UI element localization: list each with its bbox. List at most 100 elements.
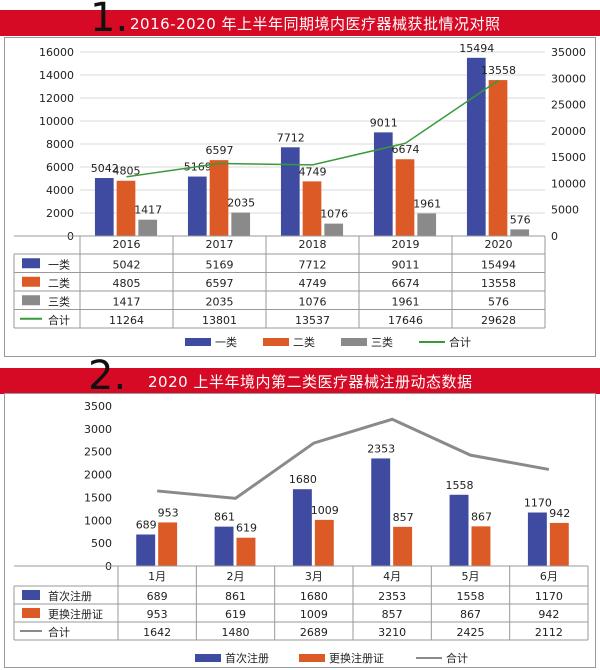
y-tick-label: 2500 [84, 446, 112, 459]
x-tick-label: 6月 [540, 570, 558, 583]
x-tick-label: 5月 [462, 570, 480, 583]
y-tick-label: 3500 [84, 400, 112, 413]
table-cell: 6597 [206, 277, 234, 290]
bar [314, 519, 334, 566]
legend-label: 更换注册证 [329, 651, 384, 665]
bar [527, 512, 547, 566]
x-tick-label: 4月 [383, 570, 401, 583]
data-label: 13558 [481, 64, 516, 77]
y2-tick-label: 5000 [551, 204, 579, 217]
legend-label: 三类 [371, 335, 393, 349]
table-cell: 13558 [481, 277, 516, 290]
data-label: 15494 [459, 42, 494, 55]
table-cell: 2689 [300, 626, 328, 639]
legend-swatch [263, 338, 289, 346]
y-tick-label: 14000 [39, 69, 74, 82]
row-key-swatch [22, 258, 40, 269]
x-tick-label: 2月 [227, 570, 245, 583]
bar [231, 212, 251, 236]
legend-swatch [185, 338, 211, 346]
legend-label: 合计 [446, 651, 468, 665]
bar [488, 80, 508, 236]
legend-swatch [195, 654, 221, 662]
table-cell: 29628 [481, 314, 516, 327]
y-tick-label: 500 [91, 537, 112, 550]
chart-2-svg: 0500100015002000250030003500689861168023… [13, 400, 589, 665]
table-cell: 13801 [202, 314, 237, 327]
bar [280, 147, 300, 236]
data-label: 689 [136, 519, 157, 532]
y-tick-label: 1000 [84, 514, 112, 527]
legend-label: 二类 [293, 335, 315, 349]
row-key-swatch [22, 590, 40, 600]
y2-tick-label: 20000 [551, 125, 586, 138]
title-banner [0, 368, 600, 394]
y-tick-label: 1500 [84, 491, 112, 504]
row-key-swatch [22, 295, 40, 306]
table-cell: 689 [147, 590, 168, 603]
x-tick-label: 1月 [148, 570, 166, 583]
table-cell: 4749 [299, 277, 327, 290]
y-tick-label: 6000 [46, 161, 74, 174]
y2-tick-label: 35000 [551, 46, 586, 59]
bar [187, 176, 207, 236]
data-label: 1961 [413, 197, 441, 210]
data-label: 857 [393, 511, 414, 524]
table-cell: 5169 [206, 258, 234, 271]
bar [510, 229, 530, 236]
table-cell: 1642 [143, 626, 171, 639]
data-label: 6674 [392, 143, 420, 156]
table-cell: 861 [225, 590, 246, 603]
row-label: 合计 [48, 313, 70, 327]
table-cell: 1558 [457, 590, 485, 603]
legend-label: 首次注册 [225, 651, 269, 665]
table-cell: 1076 [299, 295, 327, 308]
x-tick-label: 2016 [113, 238, 141, 251]
bar [466, 57, 486, 236]
y2-tick-label: 0 [551, 230, 558, 243]
table-cell: 953 [147, 608, 168, 621]
data-label: 1680 [289, 473, 317, 486]
table-cell: 7712 [299, 258, 327, 271]
data-label: 2035 [227, 197, 255, 210]
table-cell: 2353 [378, 590, 406, 603]
table-cell: 942 [538, 608, 559, 621]
table-cell: 5042 [113, 258, 141, 271]
data-label: 5042 [91, 162, 119, 175]
legend-swatch [299, 654, 325, 662]
y-tick-label: 8000 [46, 138, 74, 151]
table-cell: 2425 [457, 626, 485, 639]
bar [371, 458, 391, 566]
legend-label: 一类 [215, 335, 237, 349]
data-label: 7712 [277, 131, 305, 144]
y2-tick-label: 15000 [551, 151, 586, 164]
y-tick-label: 2000 [84, 469, 112, 482]
bar [373, 132, 393, 236]
chart-number: 1. [90, 0, 129, 41]
y2-tick-label: 25000 [551, 99, 586, 112]
series-line [126, 79, 499, 178]
table-cell: 11264 [109, 314, 144, 327]
bar [214, 526, 234, 566]
table-cell: 6674 [392, 277, 420, 290]
table-cell: 857 [382, 608, 403, 621]
table-cell: 4805 [113, 277, 141, 290]
chart-1-svg: 0200040006000800010000120001400016000050… [13, 42, 586, 349]
table-cell: 1480 [222, 626, 250, 639]
legend-swatch [341, 338, 367, 346]
chart-panel-2: 2. 2020 上半年境内第二类医疗器械注册动态数据 0500100015002… [0, 354, 600, 670]
data-label: 619 [236, 522, 257, 535]
y-tick-label: 16000 [39, 46, 74, 59]
data-label: 953 [158, 506, 179, 519]
table-cell: 17646 [388, 314, 423, 327]
y-tick-label: 10000 [39, 115, 74, 128]
legend-label: 合计 [449, 335, 471, 349]
bar [324, 223, 344, 236]
series-line [157, 417, 550, 500]
data-label: 1417 [134, 204, 162, 217]
bar [136, 534, 156, 566]
bar [138, 219, 158, 236]
row-label: 一类 [48, 257, 70, 271]
row-key-swatch [22, 276, 40, 287]
row-label: 合计 [48, 625, 70, 639]
